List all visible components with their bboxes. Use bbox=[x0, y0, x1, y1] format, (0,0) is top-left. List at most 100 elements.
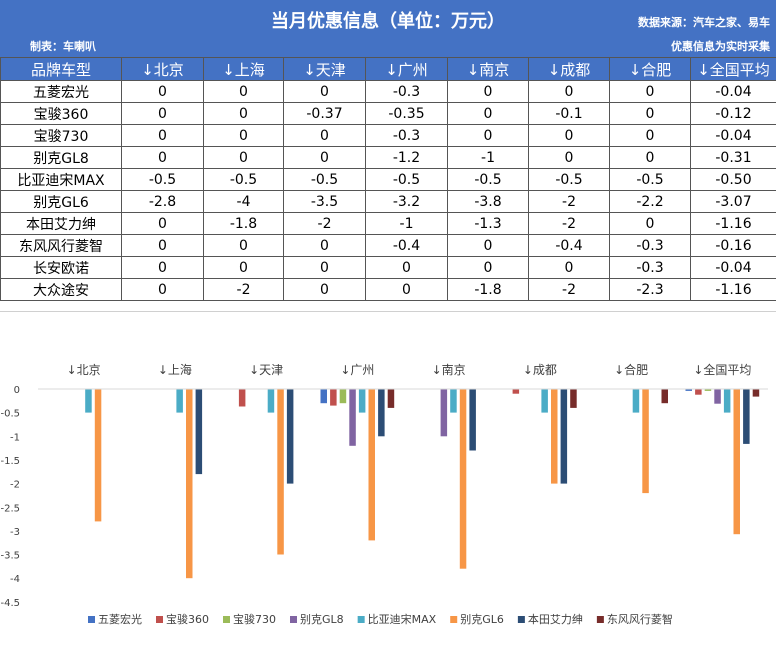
value-cell: -1.8 bbox=[204, 213, 284, 235]
model-name-cell: 东风风行菱智 bbox=[1, 235, 122, 257]
y-tick-label: -4.5 bbox=[0, 598, 20, 609]
bar bbox=[268, 389, 275, 413]
bar bbox=[469, 389, 476, 451]
value-cell: 0 bbox=[366, 257, 448, 279]
y-tick-label: -1 bbox=[10, 432, 20, 443]
y-tick-label: -3.5 bbox=[0, 551, 20, 562]
legend-label: 别克GL6 bbox=[460, 613, 504, 626]
x-tick-label: ↓全国平均 bbox=[693, 362, 751, 377]
y-tick-label: -2 bbox=[10, 480, 20, 491]
value-cell: -2.2 bbox=[610, 191, 691, 213]
x-tick-label: ↓广州 bbox=[340, 363, 374, 377]
maker-credit: 制表：车喇叭 bbox=[30, 38, 96, 54]
value-cell: 0 bbox=[122, 213, 204, 235]
value-cell: 0 bbox=[366, 279, 448, 301]
bar bbox=[330, 389, 337, 406]
legend-swatch bbox=[156, 616, 163, 623]
bar bbox=[633, 389, 640, 413]
value-cell: -0.5 bbox=[204, 169, 284, 191]
value-cell: -0.3 bbox=[366, 81, 448, 103]
value-cell: -3.2 bbox=[366, 191, 448, 213]
model-name-cell: 大众途安 bbox=[1, 279, 122, 301]
value-cell: -0.50 bbox=[691, 169, 776, 191]
value-cell: -2.3 bbox=[610, 279, 691, 301]
value-cell: -3.07 bbox=[691, 191, 776, 213]
y-tick-label: -3 bbox=[10, 527, 20, 538]
value-cell: 0 bbox=[529, 257, 610, 279]
bar bbox=[570, 389, 577, 408]
value-cell: 0 bbox=[122, 103, 204, 125]
value-cell: -1.3 bbox=[448, 213, 529, 235]
value-cell: 0 bbox=[284, 257, 366, 279]
value-cell: -1.16 bbox=[691, 279, 776, 301]
value-cell: 0 bbox=[204, 125, 284, 147]
legend-label: 东风风行菱智 bbox=[607, 612, 673, 626]
data-source: 数据来源：汽车之家、易车 bbox=[638, 14, 770, 30]
legend-label: 本田艾力绅 bbox=[528, 612, 583, 626]
bar bbox=[378, 389, 385, 436]
x-tick-label: ↓天津 bbox=[249, 363, 283, 377]
column-header: ↓全国平均 bbox=[691, 58, 776, 81]
bar bbox=[388, 389, 395, 408]
y-tick-label: -2.5 bbox=[0, 503, 20, 514]
bar bbox=[196, 389, 203, 474]
value-cell: 0 bbox=[122, 257, 204, 279]
bar bbox=[724, 389, 731, 413]
table-header-row: 品牌车型 ↓北京 ↓上海 ↓天津 ↓广州 ↓南京 ↓成都 ↓合肥 ↓全国平均 bbox=[1, 58, 776, 81]
table-row: 别克GL6-2.8-4-3.5-3.2-3.8-2-2.2-3.07 bbox=[1, 191, 776, 213]
bar bbox=[695, 389, 702, 395]
legend-label: 别克GL8 bbox=[300, 613, 344, 626]
legend-swatch bbox=[223, 616, 230, 623]
model-name-cell: 宝骏360 bbox=[1, 103, 122, 125]
column-header: ↓广州 bbox=[366, 58, 448, 81]
chart-area: 0-0.5-1-1.5-2-2.5-3-3.5-4-4.5↓北京↓上海↓天津↓广… bbox=[0, 311, 776, 646]
value-cell: -0.37 bbox=[284, 103, 366, 125]
bar bbox=[714, 389, 721, 404]
model-name-cell: 别克GL6 bbox=[1, 191, 122, 213]
value-cell: -2.8 bbox=[122, 191, 204, 213]
value-cell: 0 bbox=[122, 235, 204, 257]
y-tick-label: 0 bbox=[14, 385, 20, 396]
bar bbox=[642, 389, 649, 493]
legend-swatch bbox=[88, 616, 95, 623]
value-cell: 0 bbox=[610, 103, 691, 125]
value-cell: -0.16 bbox=[691, 235, 776, 257]
value-cell: 0 bbox=[448, 125, 529, 147]
value-cell: -2 bbox=[529, 279, 610, 301]
value-cell: 0 bbox=[610, 147, 691, 169]
x-tick-label: ↓南京 bbox=[432, 362, 466, 377]
value-cell: 0 bbox=[610, 125, 691, 147]
x-tick-label: ↓成都 bbox=[523, 363, 557, 377]
bar bbox=[349, 389, 356, 446]
value-cell: 0 bbox=[448, 103, 529, 125]
value-cell: 0 bbox=[610, 213, 691, 235]
legend-label: 宝骏360 bbox=[166, 612, 209, 626]
bar bbox=[734, 389, 741, 534]
value-cell: -0.1 bbox=[529, 103, 610, 125]
value-cell: 0 bbox=[284, 147, 366, 169]
model-name-cell: 比亚迪宋MAX bbox=[1, 169, 122, 191]
bar bbox=[287, 389, 294, 484]
value-cell: -0.31 bbox=[691, 147, 776, 169]
value-cell: -0.4 bbox=[366, 235, 448, 257]
discount-table: 品牌车型 ↓北京 ↓上海 ↓天津 ↓广州 ↓南京 ↓成都 ↓合肥 ↓全国平均 五… bbox=[0, 57, 776, 301]
bar bbox=[551, 389, 558, 484]
value-cell: -0.3 bbox=[366, 125, 448, 147]
x-tick-label: ↓合肥 bbox=[614, 362, 648, 377]
bar bbox=[450, 389, 457, 413]
column-header: ↓上海 bbox=[204, 58, 284, 81]
legend-swatch bbox=[290, 616, 297, 623]
legend-swatch bbox=[518, 616, 525, 623]
x-tick-label: ↓上海 bbox=[158, 362, 192, 377]
value-cell: 0 bbox=[122, 147, 204, 169]
bar bbox=[753, 389, 760, 397]
bar bbox=[321, 389, 328, 403]
model-name-cell: 长安欧诺 bbox=[1, 257, 122, 279]
realtime-note: 优惠信息为实时采集 bbox=[671, 38, 770, 54]
legend-swatch bbox=[358, 616, 365, 623]
value-cell: 0 bbox=[204, 257, 284, 279]
bar bbox=[369, 389, 376, 540]
bar bbox=[441, 389, 448, 436]
